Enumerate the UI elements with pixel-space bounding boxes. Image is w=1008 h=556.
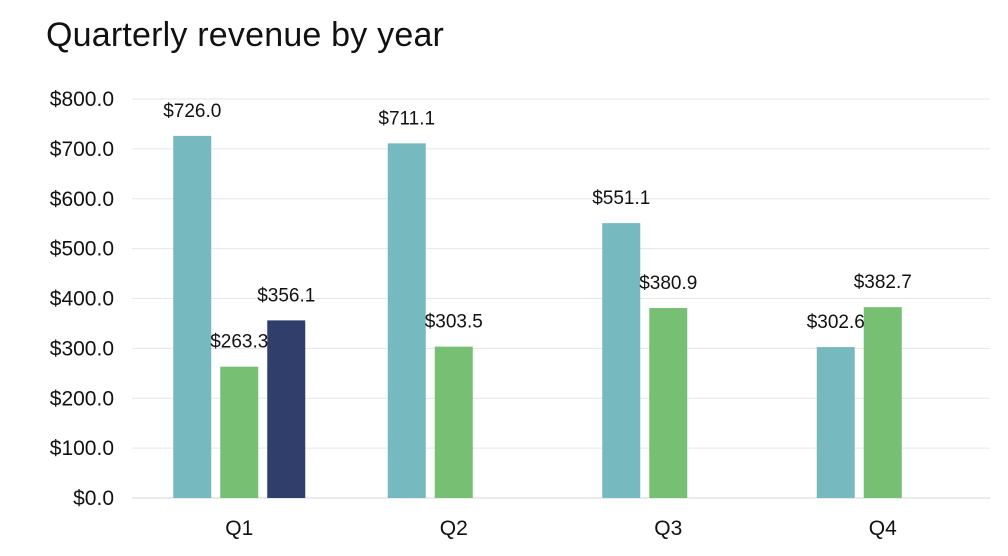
data-label: $551.1 <box>592 188 650 209</box>
y-tick-label: $0.0 <box>73 487 114 510</box>
bar-q1-series-2 <box>220 366 259 498</box>
bar-q4-series-2 <box>863 307 902 498</box>
data-label: $380.9 <box>639 273 697 294</box>
y-tick-label: $100.0 <box>50 437 114 460</box>
data-label: $263.3 <box>210 332 268 353</box>
bar-q3-series-2 <box>649 308 688 498</box>
bar-q1-series-3 <box>267 320 306 498</box>
bar-q4-series-1 <box>816 347 855 498</box>
y-tick-label: $600.0 <box>50 188 114 211</box>
x-tick-label-q1: Q1 <box>225 517 253 540</box>
data-label: $303.5 <box>425 312 483 333</box>
y-tick-label: $400.0 <box>50 288 114 311</box>
y-tick-label: $500.0 <box>50 238 114 261</box>
chart-title: Quarterly revenue by year <box>46 16 445 54</box>
y-axis: $0.0 $100.0 $200.0 $300.0 $400.0 $500.0 $600.0… <box>50 88 114 510</box>
y-tick-label: $800.0 <box>50 88 114 111</box>
bar-q3-series-1 <box>602 223 641 499</box>
x-axis: Q1 Q2 Q3 Q4 <box>225 517 897 540</box>
data-label: $726.0 <box>163 101 221 122</box>
x-tick-label-q4: Q4 <box>869 517 897 540</box>
bar-q2-series-1 <box>387 143 426 499</box>
data-label: $302.6 <box>807 312 865 333</box>
x-tick-label-q2: Q2 <box>440 517 468 540</box>
bar-q2-series-2 <box>434 346 473 498</box>
bars <box>173 135 902 499</box>
y-tick-label: $300.0 <box>50 337 114 360</box>
data-label: $382.7 <box>854 272 912 293</box>
data-labels: $726.0 $263.3 $356.1 $711.1 $303.5 $551.1 $380… <box>163 101 912 353</box>
data-label: $356.1 <box>257 285 315 306</box>
y-tick-label: $700.0 <box>50 138 114 161</box>
data-label: $711.1 <box>378 108 435 129</box>
x-tick-label-q3: Q3 <box>654 517 682 540</box>
y-tick-label: $200.0 <box>50 387 114 410</box>
bar-q1-series-1 <box>173 135 212 498</box>
